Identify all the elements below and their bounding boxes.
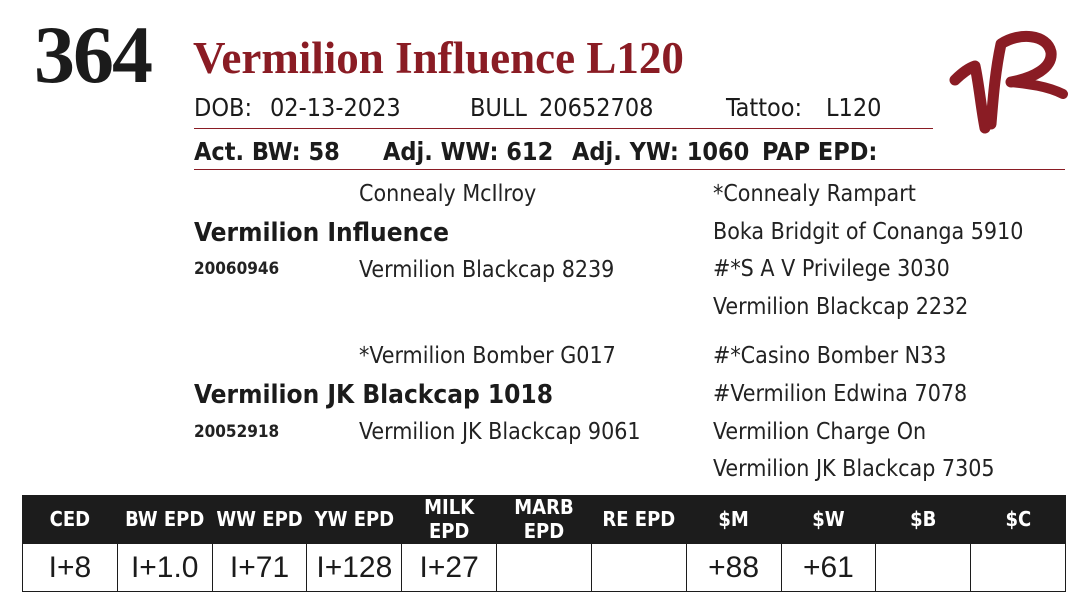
vr-brand-logo-icon [949,30,1068,134]
dam-dam: Vermilion JK Blackcap 9061 [359,419,641,445]
dob-value: 02-13-2023 [270,93,401,122]
sire-dam: Vermilion Blackcap 8239 [359,257,615,283]
dam-name: Vermilion JK Blackcap 1018 [194,380,553,410]
tattoo-label: Tattoo: [726,93,803,122]
epd-header-ced: CED [22,495,118,544]
dam-sire-dam: #Vermilion Edwina 7078 [713,381,968,407]
sire-dam-sire: #*S A V Privilege 3030 [713,256,950,282]
epd-header-re: RE EPD [590,495,687,544]
registration-number: 20652708 [539,93,654,122]
sire-sire-sire: *Connealy Rampart [713,181,916,207]
dam-registration: 20052918 [194,422,280,442]
epd-value-bw: I+1.0 [116,543,213,592]
epd-header-ww: WW EPD [211,495,307,544]
dam-sire: *Vermilion Bomber G017 [359,343,616,369]
epd-value-yw: I+128 [306,543,403,592]
epd-header-w-index: $W [780,495,876,544]
sire-dam-dam: Vermilion Blackcap 2232 [713,294,969,320]
dam-sire-sire: #*Casino Bomber N33 [713,343,947,369]
tattoo-value: L120 [826,93,882,122]
adjusted-yearling-weight: Adj. YW: 1060 [572,137,750,166]
sire-sire-dam: Boka Bridgit of Conanga 5910 [713,219,1024,245]
sex-label: BULL [470,93,527,122]
actual-birth-weight: Act. BW: 58 [194,137,340,166]
epd-value-c-index [970,543,1066,592]
epd-header-bw: BW EPD [116,495,213,544]
epd-value-m-index: +88 [685,543,782,592]
epd-value-ww: I+71 [211,543,308,592]
lot-number: 364 [34,9,153,100]
epd-value-marb [496,543,592,592]
epd-header-row: CED BW EPD WW EPD YW EPD MILK EPD MARB E… [22,495,1066,544]
epd-value-milk: I+27 [401,543,498,592]
epd-value-re [590,543,687,592]
epd-value-row: I+8 I+1.0 I+71 I+128 I+27 +88 +61 [22,543,1066,592]
epd-header-m-index: $M [685,495,781,544]
divider-line [194,128,933,129]
epd-value-b-index [875,543,972,592]
epd-header-marb: MARB EPD [496,495,592,544]
pap-epd-label: PAP EPD: [762,137,878,166]
epd-header-b-index: $B [875,495,971,544]
dam-dam-sire: Vermilion Charge On [713,419,927,445]
animal-name: Vermilion Influence L120 [193,33,684,83]
sire-registration: 20060946 [194,259,280,279]
epd-header-yw: YW EPD [306,495,402,544]
dob-label: DOB: [194,93,253,122]
dam-dam-dam: Vermilion JK Blackcap 7305 [713,456,995,482]
epd-value-w-index: +61 [780,543,877,592]
sire-name: Vermilion Influence [194,218,449,248]
epd-header-c-index: $C [970,495,1066,544]
divider-line [194,169,1065,170]
epd-table: CED BW EPD WW EPD YW EPD MILK EPD MARB E… [22,495,1066,592]
epd-header-milk: MILK EPD [401,495,497,544]
sire-sire: Connealy McIlroy [359,181,537,207]
adjusted-weaning-weight: Adj. WW: 612 [383,137,554,166]
epd-value-ced: I+8 [22,543,118,592]
